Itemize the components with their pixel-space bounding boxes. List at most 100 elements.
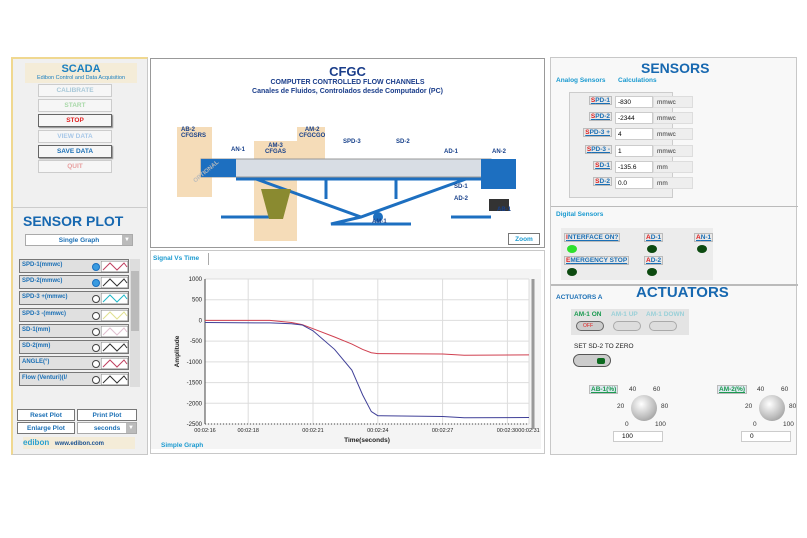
chevron-down-icon: ▼ [122,235,132,245]
enlarge-plot-button[interactable]: Enlarge Plot [17,422,75,434]
status-led-icon [647,268,657,276]
sensor-name-rest: PD-3 + [589,129,610,137]
plot-radio[interactable] [92,376,100,385]
y-tick-label: 1000 [189,277,203,283]
knob-scale-label: 100 [655,421,666,428]
view-data-button[interactable]: VIEW DATA [38,130,112,143]
digital-rest: N-1 [700,234,712,241]
x-tick-label: 00:02:16 [194,428,215,434]
line-style-icon[interactable] [101,358,128,370]
line-style-icon[interactable] [101,277,128,289]
graph-mode-select[interactable]: Single Graph ▼ [25,234,133,246]
sensor-row[interactable]: ANGLE(°) [19,356,129,371]
scrollbar-thumb[interactable] [131,271,139,331]
status-led-icon [567,245,577,253]
sensor-name-label: SPD-1 [588,96,612,105]
sensor-name-initial: S [595,161,600,169]
sensor-name-initial: S [590,113,596,121]
sensor-name-rest: PD-2 [595,113,610,121]
knob-scale-label: 60 [653,386,661,393]
knob-scale-label: 0 [753,421,757,428]
line-style-icon[interactable] [101,325,128,337]
sensor-name-label: SPD-3 + [583,128,612,138]
sensor-row[interactable]: SPD-2(mmwc) [19,275,129,290]
plot-radio[interactable] [92,344,100,352]
plot-radio[interactable] [92,263,100,271]
left-panel: SCADA Edibon Control and Data Acquisitio… [11,57,148,455]
sensor-name-initial: S [590,97,596,104]
sensor-row[interactable]: SD-2(mm) [19,340,129,354]
plot-radio[interactable] [92,360,100,369]
knob-scale-label: 60 [781,386,789,393]
digital-initial: E [566,257,571,264]
tab-signal-vs-time[interactable]: Signal Vs Time [153,255,200,262]
zoom-button[interactable]: Zoom [508,233,540,245]
sensor-name-label: SD-1 [593,160,612,170]
sensor-name-label: SD-2 [593,177,612,186]
sensor-name-initial: S [595,178,600,185]
y-tick-label: -500 [190,339,203,345]
knob-scale-label: 20 [745,403,753,410]
line-style-icon[interactable] [101,261,128,272]
knob-value: 100 [622,433,633,440]
tab-calculations[interactable]: Calculations [618,77,657,84]
x-axis-label: Time(seconds) [344,437,390,444]
sensor-row[interactable]: SPD-1(mmwc) [19,259,129,273]
stop-button[interactable]: STOP [38,114,112,127]
divider [13,207,148,208]
tab-analog-sensors[interactable]: Analog Sensors [556,77,606,84]
am1-down-label: AM-1 DOWN [646,311,685,318]
actuators-title: ACTUATORS [636,284,729,301]
process-diagram: CFGC COMPUTER CONTROLLED FLOW CHANNELS C… [150,58,545,248]
reset-plot-button[interactable]: Reset Plot [17,409,75,421]
plot-radio[interactable] [92,295,100,304]
sensor-row[interactable]: SD-1(mm) [19,323,129,338]
start-button[interactable]: START [38,99,112,112]
plot-radio[interactable] [92,311,100,320]
sensor-label: SD-2(mm) [22,343,51,349]
tab-digital-sensors[interactable]: Digital Sensors [556,211,604,218]
knob-dial[interactable] [631,395,657,421]
plot-radio[interactable] [92,279,100,288]
knob-scale-label: 80 [661,403,669,410]
right-panel: SENSORS Analog Sensors Calculations SPD-… [550,57,798,455]
time-units-select[interactable]: seconds ▼ [77,422,137,434]
knob-value-input[interactable]: 0 [741,431,791,442]
line-style-icon[interactable] [101,374,128,386]
plot-radio[interactable] [92,327,100,336]
calibrate-button[interactable]: CALIBRATE [38,84,112,97]
am1-on-toggle[interactable]: OFF [576,321,604,331]
y-tick-label: 0 [199,318,203,324]
label-ab2: AB-2 CFGSRS [181,127,207,139]
motor-am1 [373,212,383,222]
save-data-button[interactable]: SAVE DATA [38,145,112,158]
status-led-icon [697,245,707,253]
sensor-list-scrollbar[interactable] [130,259,140,387]
knob-dial[interactable] [759,395,785,421]
sensor-row[interactable]: Flow (Venturi)(l/ [19,372,129,387]
am1-down-button[interactable] [649,321,677,331]
tab-simple-graph[interactable]: Simple Graph [161,442,204,449]
tab-actuators-a[interactable]: ACTUATORS A [556,294,603,301]
label-am3: AM-3 CFGAS [265,143,286,155]
set-sd2-zero-button[interactable] [573,354,611,367]
digital-rest: MERGENCY STOP [570,257,628,264]
print-plot-button[interactable]: Print Plot [77,409,137,421]
knob-value: 0 [750,433,754,440]
am1-up-button[interactable] [613,321,641,331]
line-style-icon[interactable] [101,293,128,305]
label-sd2: SD-2 [396,139,410,145]
sensor-value: 4 [615,128,653,141]
digital-initial: I [566,234,568,241]
website-link[interactable]: www.edibon.com [54,441,105,447]
quit-button[interactable]: QUIT [38,160,112,173]
line-style-icon[interactable] [101,309,128,321]
sensor-row[interactable]: SPD-3 -(mmwc) [19,307,129,322]
diagram-title: CFGC [329,64,366,79]
chart-panel: Signal Vs Time 1000 500 0 -500 -1000 -1500 -20… [150,250,545,454]
knob-value-input[interactable]: 100 [613,431,663,442]
sensor-unit: mmwc [653,144,693,157]
line-style-icon[interactable] [101,342,128,353]
label-ad2: AD-2 [454,196,469,202]
sensor-row[interactable]: SPD-3 +(mmwc) [19,291,129,306]
